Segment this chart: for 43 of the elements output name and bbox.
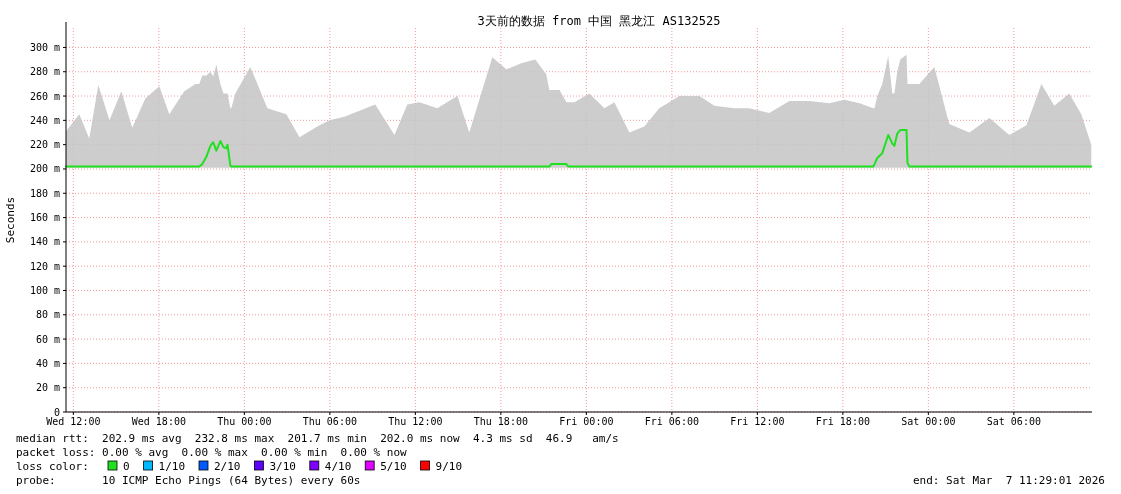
- legend-label: 1/10: [158, 460, 186, 473]
- x-tick-label: Sat 00:00: [901, 416, 956, 427]
- x-tick-label: Thu 00:00: [217, 416, 272, 427]
- y-tick-label: 60 m: [35, 333, 60, 345]
- x-tick-label: Thu 18:00: [473, 416, 528, 427]
- x-tick-label: Fri 12:00: [730, 416, 785, 427]
- legend-label: 2/10: [214, 460, 241, 473]
- text: probe: 10 ICMP Echo Pings (64 Bytes) every 60s: [16, 474, 361, 487]
- x-tick-label: Wed 18:00: [131, 416, 186, 427]
- legend-label: 9/10: [435, 460, 463, 473]
- y-tick-label: 260 m: [29, 90, 60, 102]
- y-tick-label: 160 m: [29, 212, 60, 224]
- y-tick-label: 120 m: [29, 260, 60, 272]
- x-tick-label: Wed 12:00: [46, 416, 101, 427]
- line-series: [65, 129, 1093, 168]
- y-tick-label: 140 m: [29, 236, 60, 248]
- y-axis-title: Seconds: [4, 196, 17, 244]
- y-tick-label: 180 m: [29, 187, 60, 199]
- x-tick-label: Thu 06:00: [302, 416, 357, 427]
- y-tick-label: 280 m: [29, 66, 60, 78]
- x-tick-label: Fri 06:00: [644, 416, 699, 427]
- y-tick-label: 220 m: [29, 139, 60, 151]
- legend-label: 3/10: [269, 460, 296, 473]
- legend-label: 5/10: [380, 460, 407, 473]
- y-tick-label: 300 m: [29, 41, 60, 53]
- x-tick-label: Fri 00:00: [559, 416, 614, 427]
- y-tick-label: 20 m: [35, 382, 60, 394]
- text: end: Sat Mar 7 11:29:01 2026: [912, 474, 1105, 487]
- y-tick-label: 40 m: [35, 357, 60, 369]
- y-tick-label: 80 m: [35, 309, 60, 321]
- x-tick-label: Thu 12:00: [388, 416, 443, 427]
- legend-label: 4/10: [324, 460, 352, 473]
- text: packet loss: 0.00 % avg 0.00 % max 0.00 % min 0.00 % now: [16, 446, 408, 459]
- x-tick-label: Fri 18:00: [815, 416, 870, 427]
- y-tick-label: 0: [53, 406, 60, 418]
- legend-title: loss color:: [16, 460, 89, 473]
- y-tick-label: 240 m: [29, 114, 60, 126]
- y-tick-label: 200 m: [29, 163, 60, 175]
- y-tick-label: 100 m: [29, 284, 60, 296]
- legend-label: 0: [123, 460, 130, 473]
- x-tick-label: Sat 06:00: [986, 416, 1041, 427]
- text: median rtt: 202.9 ms avg 232.8 ms max 201.7 ms min 202.0 ms now 4.3 ms sd 46.9 am/s: [16, 432, 619, 445]
- chart-title: 3天前的数据 from 中国 黑龙江 AS132525: [477, 14, 721, 28]
